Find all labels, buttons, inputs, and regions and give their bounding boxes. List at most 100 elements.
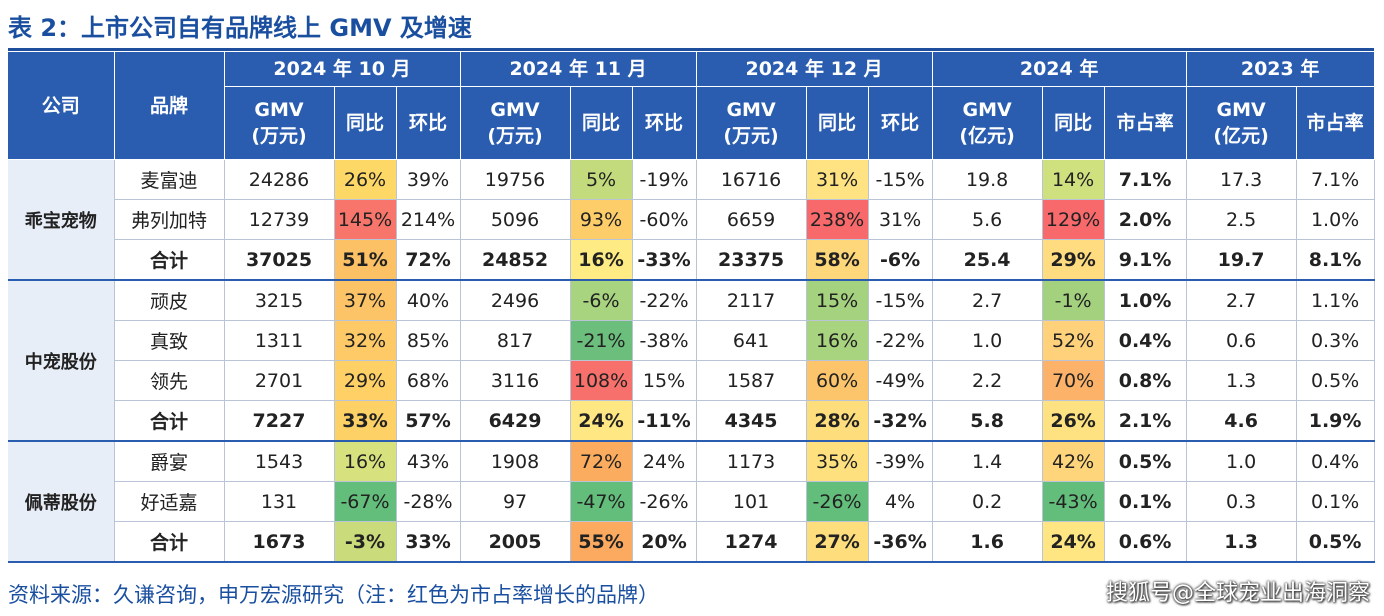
cell-oct-yoy: 37% <box>334 280 397 321</box>
cell-y23-gmv: 0.3 <box>1186 481 1297 522</box>
cell-nov-mom: -33% <box>632 239 697 281</box>
cell-nov-gmv: 5096 <box>460 199 571 240</box>
cell-y24-share: 0.8% <box>1104 360 1187 401</box>
cell-dec-gmv: 2117 <box>696 280 807 321</box>
cell-dec-gmv: 23375 <box>696 239 807 281</box>
cell-oct-gmv: 37025 <box>224 239 335 281</box>
cell-y23-gmv: 1.0 <box>1186 441 1297 482</box>
cell-y24-gmv: 19.8 <box>932 159 1043 200</box>
cell-dec-gmv: 1173 <box>696 441 807 482</box>
cell-nov-mom: -60% <box>632 199 697 240</box>
cell-nov-mom: 24% <box>632 441 697 482</box>
cell-y24-yoy: 26% <box>1042 400 1105 442</box>
cell-nov-yoy: 108% <box>570 360 633 401</box>
cell-oct-mom: 39% <box>396 159 461 200</box>
cell-y24-gmv: 1.0 <box>932 320 1043 361</box>
watermark: 搜狐号@全球宠业出海洞察 <box>1105 581 1370 606</box>
cell-y24-yoy: 29% <box>1042 239 1105 281</box>
cell-y23-share: 0.3% <box>1296 320 1375 361</box>
cell-y23-share: 1.1% <box>1296 280 1375 321</box>
cell-dec-mom: -39% <box>868 441 933 482</box>
cell-y24-yoy: 70% <box>1042 360 1105 401</box>
cell-nov-yoy: 16% <box>570 239 633 281</box>
cell-dec-mom: -22% <box>868 320 933 361</box>
brand-cell: 好适嘉 <box>114 481 225 522</box>
cell-dec-yoy: 15% <box>806 280 869 321</box>
cell-dec-yoy: 35% <box>806 441 869 482</box>
cell-nov-gmv: 19756 <box>460 159 571 200</box>
cell-oct-mom: 33% <box>396 521 461 563</box>
header-yoy: 同比 <box>1042 86 1105 160</box>
cell-dec-gmv: 641 <box>696 320 807 361</box>
cell-dec-yoy: 28% <box>806 400 869 442</box>
cell-nov-gmv: 2496 <box>460 280 571 321</box>
header-gmv: GMV (万元) <box>696 86 807 160</box>
brand-cell: 领先 <box>114 360 225 401</box>
cell-dec-mom: -15% <box>868 280 933 321</box>
table-row: 佩蒂股份 爵宴 1543 16% 43% 1908 72% 24% 1173 35% -39% 1.4… <box>8 441 1375 563</box>
cell-y24-yoy: 42% <box>1042 441 1105 482</box>
cell-dec-yoy: 238% <box>806 199 869 240</box>
cell-nov-yoy: -21% <box>570 320 633 361</box>
table-body: 乖宝宠物 麦富迪 24286 26% 39% 19756 5% -19% 16716 31% -15… <box>8 159 1375 563</box>
cell-oct-mom: 68% <box>396 360 461 401</box>
gmv-table: 公司 品牌 2024 年 10 月 2024 年 11 月 2024 年 12 … <box>8 52 1375 563</box>
cell-nov-yoy: 55% <box>570 521 633 563</box>
cell-nov-yoy: 24% <box>570 400 633 442</box>
cell-y24-share: 2.0% <box>1104 199 1187 240</box>
cell-dec-gmv: 1274 <box>696 521 807 563</box>
cell-oct-gmv: 7227 <box>224 400 335 442</box>
table-row: 弗列加特 12739 145% 214% 5096 93% -60% 6659 238% 31% 5… <box>8 199 1375 240</box>
cell-y24-share: 0.6% <box>1104 521 1187 563</box>
cell-oct-mom: 72% <box>396 239 461 281</box>
cell-y23-gmv: 1.3 <box>1186 360 1297 401</box>
title-rule <box>8 48 1374 51</box>
cell-y24-share: 1.0% <box>1104 280 1187 321</box>
header-period-oct: 2024 年 10 月 <box>224 52 461 87</box>
header-period-2023: 2023 年 <box>1186 52 1375 87</box>
brand-cell: 真致 <box>114 320 225 361</box>
cell-dec-yoy: 16% <box>806 320 869 361</box>
cell-nov-mom: 15% <box>632 360 697 401</box>
cell-dec-yoy: 27% <box>806 521 869 563</box>
header-yoy: 同比 <box>806 86 869 160</box>
header-share: 市占率 <box>1296 86 1375 160</box>
cell-dec-gmv: 16716 <box>696 159 807 200</box>
cell-nov-gmv: 1908 <box>460 441 571 482</box>
company-cell: 乖宝宠物 <box>8 159 115 281</box>
table-row: 领先 2701 29% 68% 3116 108% 15% 1587 60% -49% 2.2 70%… <box>8 360 1375 401</box>
page-title: 表 2：上市公司自有品牌线上 GMV 及增速 <box>8 14 472 42</box>
cell-dec-mom: 31% <box>868 199 933 240</box>
cell-oct-mom: 214% <box>396 199 461 240</box>
cell-oct-gmv: 1543 <box>224 441 335 482</box>
cell-y23-share: 0.4% <box>1296 441 1375 482</box>
cell-y24-gmv: 0.2 <box>932 481 1043 522</box>
header-period-2024: 2024 年 <box>932 52 1187 87</box>
cell-nov-gmv: 6429 <box>460 400 571 442</box>
cell-y23-share: 0.1% <box>1296 481 1375 522</box>
cell-oct-gmv: 3215 <box>224 280 335 321</box>
cell-nov-mom: -22% <box>632 280 697 321</box>
header-gmv: GMV (万元) <box>460 86 571 160</box>
cell-y23-gmv: 4.6 <box>1186 400 1297 442</box>
cell-oct-mom: 85% <box>396 320 461 361</box>
header-period-dec: 2024 年 12 月 <box>696 52 933 87</box>
cell-oct-yoy: -67% <box>334 481 397 522</box>
cell-y24-gmv: 1.4 <box>932 441 1043 482</box>
cell-nov-yoy: 72% <box>570 441 633 482</box>
brand-cell: 弗列加特 <box>114 199 225 240</box>
cell-y24-yoy: 52% <box>1042 320 1105 361</box>
cell-nov-gmv: 817 <box>460 320 571 361</box>
cell-y24-yoy: 14% <box>1042 159 1105 200</box>
cell-y24-share: 7.1% <box>1104 159 1187 200</box>
cell-y24-share: 9.1% <box>1104 239 1187 281</box>
cell-nov-yoy: -6% <box>570 280 633 321</box>
cell-dec-yoy: 60% <box>806 360 869 401</box>
cell-oct-yoy: 145% <box>334 199 397 240</box>
cell-dec-mom: -32% <box>868 400 933 442</box>
cell-oct-gmv: 131 <box>224 481 335 522</box>
header-gmv: GMV (万元) <box>224 86 335 160</box>
cell-y23-share: 0.5% <box>1296 521 1375 563</box>
cell-y24-share: 2.1% <box>1104 400 1187 442</box>
cell-oct-yoy: 51% <box>334 239 397 281</box>
